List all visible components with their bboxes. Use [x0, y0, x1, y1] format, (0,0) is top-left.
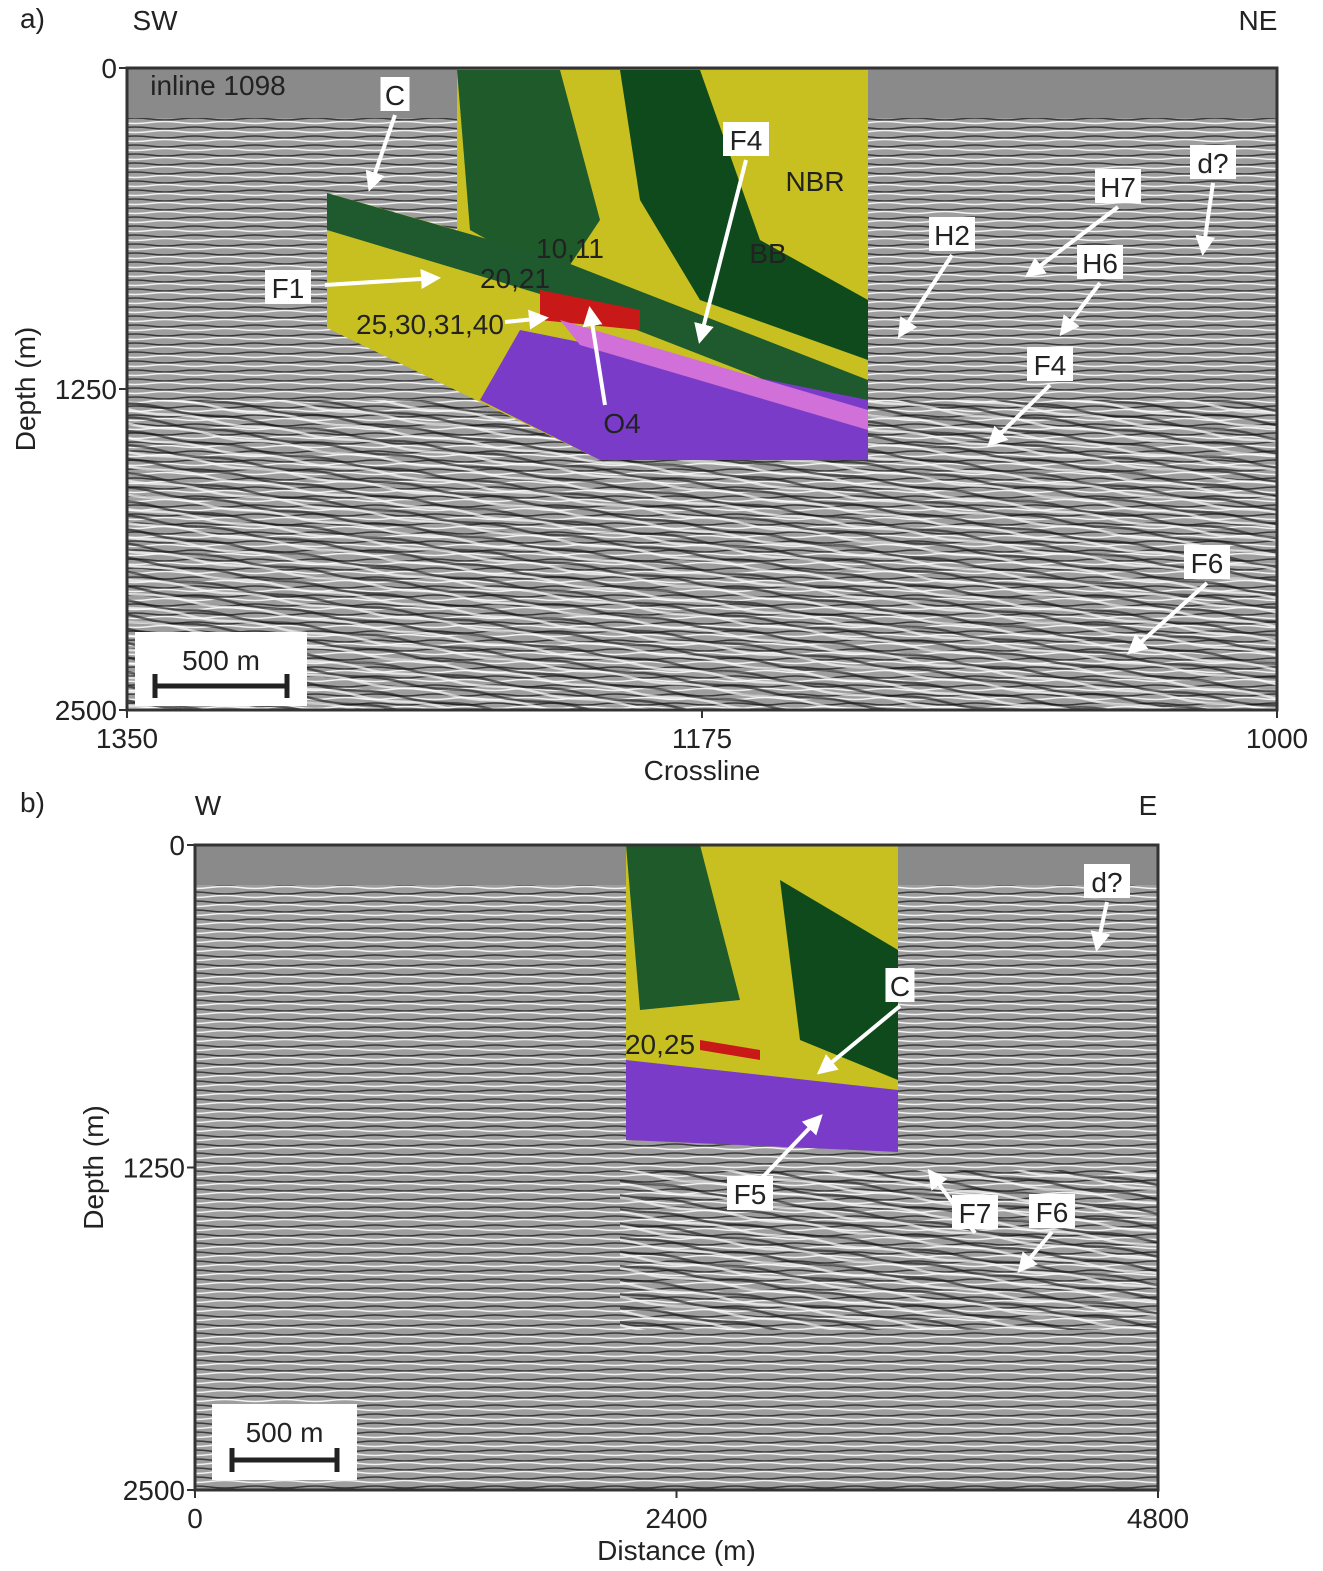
y-axis-label: Depth (m) [78, 1105, 109, 1229]
y-tick-label: 1250 [55, 374, 117, 405]
panel-label: b) [20, 787, 45, 818]
direction-label: NE [1239, 5, 1278, 36]
y-tick-label: 0 [101, 53, 117, 84]
annotation: H2 [934, 220, 970, 251]
scale-bar-label: 500 m [182, 645, 260, 676]
annotation: F4 [1034, 350, 1067, 381]
x-tick-label: 1000 [1246, 723, 1308, 754]
annotation: H7 [1100, 172, 1136, 203]
annotation: F6 [1036, 1197, 1069, 1228]
annotation: NBR [785, 166, 844, 197]
annotation: F1 [272, 273, 305, 304]
seismic-a [127, 68, 1277, 710]
x-tick-label: 0 [187, 1503, 203, 1534]
x-tick-label: 2400 [645, 1503, 707, 1534]
direction-label: SW [132, 5, 178, 36]
y-tick-label: 1250 [123, 1153, 185, 1184]
x-axis-label: Distance (m) [597, 1535, 756, 1566]
annotation: C [385, 80, 405, 111]
annotation: 10,11 [536, 233, 604, 264]
figure: a) SW NE inline 1098 1350 1175 1000 0 1250 2500 Cr… [0, 0, 1323, 1566]
x-tick-label: 1350 [96, 723, 158, 754]
annotation: C [890, 971, 910, 1002]
direction-label: W [195, 790, 222, 821]
annotation: 20,25 [625, 1029, 695, 1060]
annotation: BB [749, 238, 786, 269]
x-axis-label: Crossline [644, 755, 761, 786]
annotation: H6 [1082, 248, 1118, 279]
annotation: 25,30,31,40 [356, 309, 504, 340]
annotation: d? [1197, 148, 1228, 179]
x-tick-label: 4800 [1127, 1503, 1189, 1534]
direction-label: E [1139, 790, 1158, 821]
annotation: F5 [734, 1179, 767, 1210]
annotation: 20,21 [480, 263, 550, 294]
annotation: O4 [603, 408, 640, 439]
panel-label: a) [20, 3, 45, 34]
y-tick-label: 2500 [55, 695, 117, 726]
annotation: F7 [959, 1198, 992, 1229]
annotation: F6 [1191, 548, 1224, 579]
seismic-b [195, 845, 1158, 1490]
x-tick-label: 1175 [672, 723, 732, 754]
annotation: F4 [730, 125, 763, 156]
inline-label: inline 1098 [150, 70, 285, 101]
annotation: d? [1091, 867, 1122, 898]
y-tick-label: 0 [169, 830, 185, 861]
scale-bar-label: 500 m [246, 1417, 324, 1448]
y-tick-label: 2500 [123, 1475, 185, 1506]
y-axis-label: Depth (m) [10, 327, 41, 451]
